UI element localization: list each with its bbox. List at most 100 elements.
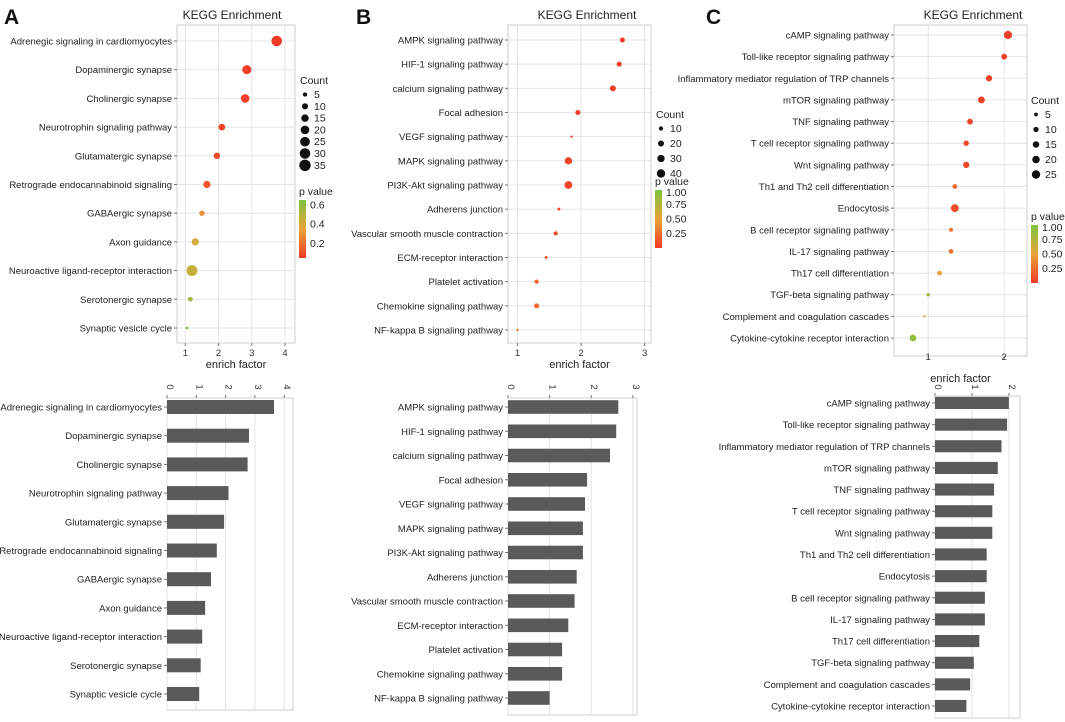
data-point — [564, 157, 573, 165]
y-category-label: Neuroactive ligand-receptor interaction — [0, 632, 162, 643]
y-category-label: mTOR signaling pathway — [783, 95, 889, 106]
y-category-label: TNF signaling pathway — [792, 117, 889, 128]
y-category-label: Dopaminergic synapse — [65, 431, 162, 442]
y-category-label: Adrenegic signaling in cardiomyocytes — [10, 37, 172, 48]
bar — [935, 656, 974, 669]
x-tick-label: 0 — [932, 384, 943, 389]
y-category-label: Axon guidance — [99, 603, 162, 614]
bar — [508, 570, 577, 584]
plot-frame — [893, 24, 1028, 357]
bar — [508, 448, 610, 463]
y-category-label: Toll-like receptor signaling pathway — [783, 420, 931, 431]
count-legend-label: 5 — [1045, 109, 1051, 121]
bar — [508, 691, 550, 705]
y-category-label: Platelet activation — [429, 645, 503, 656]
count-legend-dot — [301, 114, 309, 122]
count-legend: Count 10 20 30 40 — [656, 109, 684, 180]
count-legend-dot — [657, 154, 665, 163]
y-category-label: cAMP signaling pathway — [786, 31, 890, 42]
y-category-label: Th17 cell differentiation — [791, 269, 889, 280]
y-category-label: Th1 and Th2 cell differentiation — [800, 550, 930, 561]
count-legend-label: 5 — [314, 89, 320, 101]
pvalue-legend-label: 0.25 — [1042, 263, 1063, 275]
data-point — [242, 65, 252, 75]
bar-chart-c: 0 1 2 cAMP signaling pathway Toll-like recep… — [719, 384, 1021, 719]
bar — [935, 483, 995, 496]
bar — [167, 457, 248, 472]
bar — [508, 642, 563, 657]
y-category-label: Axon guidance — [109, 237, 172, 248]
data-point — [948, 227, 954, 232]
data-point — [926, 293, 930, 297]
data-point — [619, 37, 625, 43]
y-category-label: Adherens junction — [427, 205, 503, 216]
pvalue-legend-label: 0.75 — [1042, 234, 1063, 246]
y-category-label: NF-kappa B signaling pathway — [374, 694, 503, 705]
count-legend-dot — [1032, 155, 1040, 164]
bar — [508, 497, 585, 511]
count-legend-dot — [299, 159, 311, 172]
x-axis-label: enrich factor — [206, 359, 267, 371]
pvalue-legend-label: 0.4 — [310, 219, 325, 231]
count-legend: Count 5 10 15 20 25 — [1031, 95, 1059, 181]
pvalue-legend-title: p value — [655, 176, 689, 188]
count-legend-label: 15 — [314, 113, 326, 125]
count-legend-label: 30 — [314, 148, 326, 160]
y-category-label: TGF-beta signaling pathway — [811, 658, 930, 669]
bar — [935, 548, 987, 561]
x-tick-label: 2 — [1002, 352, 1007, 363]
y-category-label: Glutamatergic synapse — [75, 151, 172, 162]
y-category-label: Focal adhesion — [439, 475, 503, 486]
y-category-label: Glutamatergic synapse — [65, 517, 162, 528]
y-category-label: calcium signaling pathway — [393, 84, 504, 95]
y-category-label: MAPK signaling pathway — [398, 156, 503, 167]
data-point — [516, 328, 519, 332]
bar — [508, 521, 583, 536]
x-tick-label: 1 — [926, 352, 931, 363]
y-category-label: Chemokine signaling pathway — [377, 301, 503, 312]
y-category-label: PI3K-Akt signaling pathway — [387, 548, 503, 559]
y-category-label: Endocytosis — [879, 572, 930, 583]
y-category-label: mTOR signaling pathway — [824, 463, 930, 474]
pvalue-gradient-bar — [655, 190, 662, 248]
count-legend-label: 10 — [670, 123, 682, 135]
y-category-label: Dopaminergic synapse — [75, 65, 172, 76]
pvalue-legend-label: 0.6 — [310, 199, 325, 211]
y-category-label: Complement and coagulation cascades — [764, 680, 931, 691]
data-point — [967, 118, 973, 125]
y-category-label: GABAergic synapse — [77, 575, 162, 586]
count-legend-label: 20 — [314, 124, 326, 136]
y-category-label: Th17 cell differentiation — [832, 637, 930, 648]
y-category-label: Neuroactive ligand-receptor interaction — [9, 266, 172, 277]
bar-chart-a: 0 1 2 3 4 Adrenegic signaling in cardiomyocyt… — [0, 384, 294, 711]
bar — [508, 545, 583, 560]
count-legend-label: 30 — [670, 153, 682, 165]
bar — [167, 428, 249, 443]
count-legend-dot — [299, 148, 311, 159]
y-category-label: Synaptic vesicle cycle — [80, 324, 172, 335]
dot-plot-c: 1 2 cAMP signaling pathway Toll-like recept… — [678, 8, 1065, 385]
chart-title: KEGG Enrichment — [538, 8, 637, 22]
y-category-label: Neurotrophin signaling pathway — [39, 123, 172, 134]
y-category-label: Focal adhesion — [439, 108, 503, 119]
y-category-label: Serotonergic synapse — [70, 661, 162, 672]
data-point — [186, 265, 198, 277]
data-point — [909, 334, 917, 342]
panel-letter-b: B — [356, 6, 371, 29]
y-category-label: Chemokine signaling pathway — [377, 669, 503, 680]
data-point — [271, 35, 283, 47]
y-category-label: Inflammatory mediator regulation of TRP … — [719, 442, 931, 453]
count-legend-title: Count — [300, 75, 328, 87]
bar-chart-b: 0 1 2 3 AMPK signaling pathway HIF-1 signalin… — [351, 384, 641, 716]
count-legend-label: 15 — [1045, 139, 1057, 151]
x-tick-label: 4 — [281, 384, 292, 389]
data-point — [948, 249, 954, 254]
data-point — [609, 85, 616, 92]
dot-plot-a: 1 2 3 4 Adrenegic signaling in cardiomyocyte… — [9, 8, 333, 371]
x-tick-label: 0 — [164, 384, 175, 389]
y-category-label: Cytokine-cytokine receptor interaction — [730, 334, 889, 345]
y-category-label: MAPK signaling pathway — [398, 524, 503, 535]
data-point — [203, 180, 211, 189]
